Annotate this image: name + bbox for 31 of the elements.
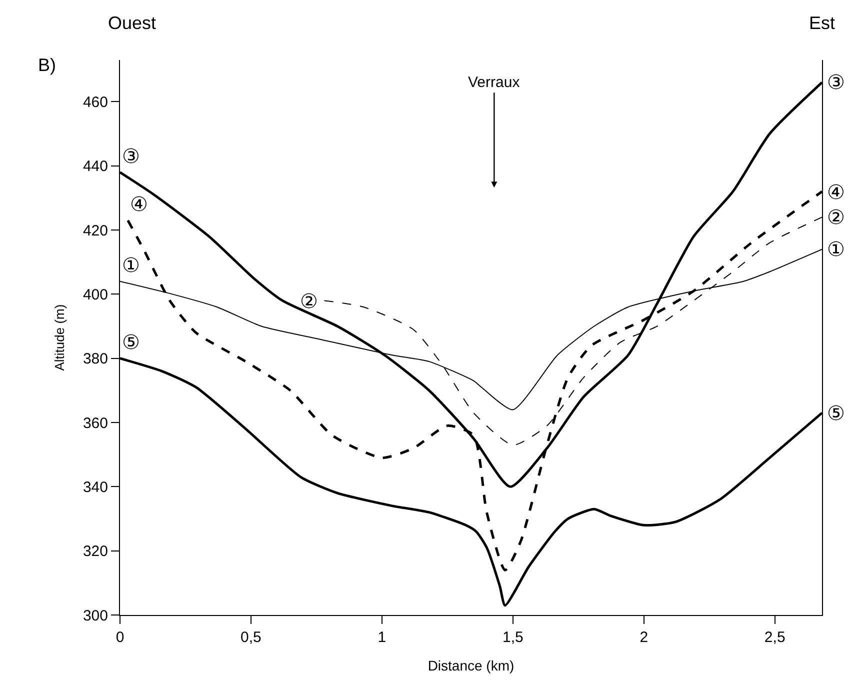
text: Ouest [108, 13, 156, 33]
y-axis-title: Altitude (m) [52, 304, 67, 371]
text: ④ [827, 180, 845, 204]
x-tick-label: 0 [116, 629, 124, 646]
x-axis-title: Distance (km) [428, 657, 514, 674]
x-tick-label: 0,5 [240, 629, 262, 646]
text: ② [300, 289, 318, 313]
series-label: ① [122, 253, 140, 277]
y-tick-label: 360 [82, 414, 108, 432]
y-tick-label: 300 [82, 607, 108, 624]
text: B) [38, 55, 56, 75]
y-tick-label: 420 [82, 222, 108, 240]
y-tick-label: 460 [82, 94, 108, 111]
y-tick-label: 320 [82, 543, 108, 560]
y-tick-label: 340 [82, 478, 108, 496]
series-label: ② [827, 205, 845, 229]
x-tick-label: 1 [378, 629, 386, 646]
series-label: ③ [122, 144, 140, 168]
y-tick-label: 380 [82, 350, 108, 368]
x-tick-label: 2,5 [764, 629, 786, 646]
y-tick-label: 400 [82, 286, 108, 304]
x-tick-label: 2 [640, 629, 648, 646]
text: ① [827, 237, 845, 261]
text: ③ [827, 70, 845, 94]
text: Est [809, 13, 836, 33]
series-label: ④ [130, 192, 148, 216]
x-tick-label: 1,5 [502, 629, 524, 646]
series-label: ⑤ [122, 330, 140, 354]
annotation: Verraux [468, 74, 520, 91]
text: ⑤ [827, 401, 845, 425]
y-tick-label: 440 [82, 158, 108, 176]
